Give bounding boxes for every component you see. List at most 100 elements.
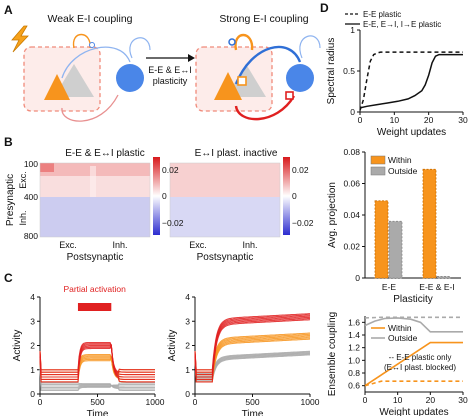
heatmap-ytick: 400: [24, 192, 38, 202]
x-tick-label: 1000: [146, 397, 165, 407]
x-tick-label: E-E: [382, 282, 397, 292]
heatmap-row-inh: Inh.: [18, 210, 28, 225]
heatmap-xtick: Inh.: [242, 240, 257, 250]
heatmap-cell-column: [90, 166, 96, 197]
y-tick-label: 0: [185, 389, 190, 399]
bar: [388, 220, 403, 279]
y-tick-label: 1: [30, 365, 35, 375]
cbar-tick-mid: 0: [292, 191, 297, 201]
y-axis-label: Ensemble coupling: [327, 312, 338, 397]
x-axis-label: Weight updates: [379, 407, 448, 416]
activity-trace: [39, 343, 155, 374]
cbar-tick-bottom: −0.02: [162, 218, 184, 228]
activity-trace: [194, 314, 310, 373]
y-tick-label: 0: [30, 389, 35, 399]
heatmap-right-title: E↔I plast. inactive: [195, 148, 278, 159]
y-tick-label: 0: [355, 273, 360, 283]
coupling-line: [364, 341, 463, 387]
lightning-icon: [11, 25, 29, 53]
legend-swatch: [370, 155, 386, 165]
y-tick-label: 1.0: [348, 355, 360, 365]
synapse-marker-square: [285, 91, 294, 100]
activity-trace: [39, 345, 155, 383]
activity-trace: [39, 343, 155, 380]
stimulus-annotation: Partial activation: [63, 284, 126, 294]
annotation-text: (E↔I plast. blocked): [384, 363, 456, 372]
heatmap-cell-hot: [40, 163, 54, 172]
ensemble-coupling-plot: 0 10 20 30 0.6 0.8 1.0 1.2 1.4 1.6 Weight updates E…: [327, 312, 468, 416]
cbar-tick-top: 0.02: [162, 165, 179, 175]
heatmap-xlabel: Postsynaptic: [197, 252, 254, 263]
panel-letter-d: D: [320, 1, 329, 15]
activity-trace: [39, 344, 155, 378]
y-tick-label: 0: [350, 107, 355, 117]
spectral-radius-line: [359, 53, 463, 109]
arrow-label-line2: plasticity: [153, 76, 188, 86]
avg-projection-bar-chart: 0 0.02 0.04 0.06 0.08 Avg. projection E-E E-E &…: [327, 147, 461, 305]
y-axis-label: Activity: [167, 330, 178, 362]
strong-coupling-title: Strong E-I coupling: [219, 13, 308, 25]
coupling-line: [364, 316, 463, 319]
heatmap-ytick: 800: [24, 231, 38, 241]
y-tick-label: 2: [30, 341, 35, 351]
excitatory-neuron: [214, 72, 242, 100]
heatmap-ytick: 100: [24, 159, 38, 169]
activity-trace: [39, 365, 155, 390]
heatmap-left: [39, 162, 151, 238]
activity-plot-right: 0 500 1000 0 1 2 3 4 Time Activity: [167, 292, 320, 416]
colorbar-left: [153, 157, 160, 235]
e-to-i-projection-strong: [234, 45, 302, 85]
y-tick-label: 0.06: [343, 179, 360, 189]
bar: [422, 168, 437, 279]
x-tick-label: 0: [193, 397, 198, 407]
x-tick-label: 500: [245, 397, 259, 407]
stimulus-bar: [77, 303, 112, 311]
coupling-line: [364, 380, 463, 387]
y-tick-label: 3: [185, 316, 190, 326]
activity-trace: [39, 353, 155, 376]
x-axis-label: Weight updates: [377, 127, 446, 138]
excitatory-neuron: [44, 74, 70, 100]
ensemble-box: [23, 46, 101, 112]
x-axis-label: Time: [242, 409, 264, 416]
activity-trace: [39, 341, 155, 373]
x-tick-label: 500: [90, 397, 104, 407]
legend-label: Outside: [388, 166, 418, 176]
weak-coupling-title: Weak E-I coupling: [47, 13, 132, 25]
legend-label: E-E plastic: [363, 10, 401, 19]
i-to-e-projection: [61, 94, 119, 122]
y-tick-label: 0.02: [343, 242, 360, 252]
y-tick-label: 0.04: [343, 210, 360, 220]
y-tick-label: 0.08: [343, 147, 360, 157]
activity-trace: [39, 363, 155, 387]
ee-self-loop: [72, 33, 91, 49]
ii-self-loop: [129, 37, 151, 59]
heatmap-xtick: Exc.: [59, 240, 77, 250]
x-tick-label: 10: [393, 395, 403, 405]
x-tick-label: 30: [458, 115, 468, 125]
activity-trace: [194, 313, 310, 371]
bar: [374, 200, 389, 279]
x-tick-label: 30: [458, 395, 468, 405]
x-tick-label: E-E & E-I: [419, 282, 454, 292]
arrow-label-line1: E-E & E↔I: [148, 65, 192, 75]
activity-trace: [39, 366, 155, 391]
coupling-line: [364, 317, 463, 333]
inhibitory-neuron: [286, 64, 314, 92]
x-tick-label: 20: [426, 395, 436, 405]
y-axis-label: Spectral radius: [326, 38, 337, 105]
legend-swatch: [370, 166, 386, 176]
heatmap-left-title: E-E & E↔I plastic: [65, 148, 144, 159]
activity-plot-left: 0 500 1000 0 1 2 3 4 Time Activity Partial activat…: [12, 284, 165, 416]
synapse-marker: [89, 42, 95, 48]
heatmap-row-exc: Exc.: [18, 171, 28, 189]
heatmap-xlabel: Postsynaptic: [67, 252, 124, 263]
y-tick-label: 1.2: [348, 343, 360, 353]
synapse-marker-square: [237, 76, 247, 86]
y-tick-label: 3: [30, 316, 35, 326]
heatmap-cell-exc: [170, 163, 280, 197]
y-tick-label: 4: [185, 292, 190, 302]
heatmap-frame: [39, 162, 151, 238]
weak-coupling-network: [23, 33, 151, 122]
synapse-marker: [228, 38, 236, 46]
